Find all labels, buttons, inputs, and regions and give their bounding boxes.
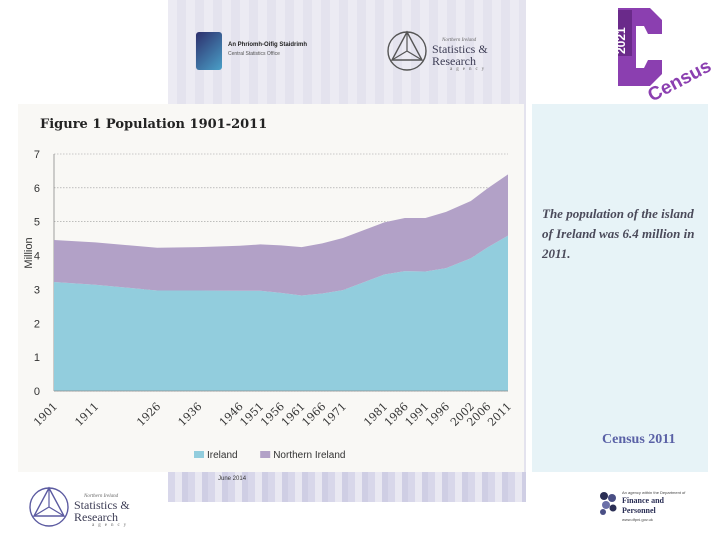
census-2021-logo-icon: 2021 Census bbox=[614, 8, 712, 106]
chart-title: Figure 1 Population 1901-2011 bbox=[40, 117, 267, 132]
y-tick-label: 3 bbox=[34, 284, 40, 296]
y-tick-label: 5 bbox=[34, 217, 40, 229]
y-axis-label: Million bbox=[23, 237, 35, 268]
nisra-bottom-line3: agency bbox=[92, 523, 131, 528]
nisra-bottom-line1: Statistics & bbox=[74, 498, 130, 512]
nisra-bottom-line2: Research bbox=[74, 510, 118, 524]
dfp-logo: An agency within the Department of Finan… bbox=[596, 488, 706, 528]
y-axis-ticks: 0 1 2 3 4 5 6 7 bbox=[34, 149, 40, 398]
y-tick-label: 6 bbox=[34, 183, 40, 195]
nisra-line2: Research bbox=[432, 54, 476, 68]
y-tick-label: 7 bbox=[34, 149, 40, 161]
nisra-logo-bottom: Northern Ireland Statistics & Research a… bbox=[26, 484, 146, 534]
legend-label: Ireland bbox=[207, 450, 238, 461]
y-tick-label: 4 bbox=[34, 251, 40, 263]
nisra-emblem-icon-bottom bbox=[29, 486, 69, 527]
dfp-line3: www.dfpni.gov.uk bbox=[622, 517, 653, 522]
dfp-line0: An agency within the Department of bbox=[622, 490, 686, 495]
nisra-line0: Northern Ireland bbox=[442, 38, 477, 43]
dfp-line1: Finance and bbox=[622, 496, 665, 505]
x-tick-label: 1901 bbox=[31, 400, 60, 429]
x-tick-label: 1911 bbox=[72, 400, 101, 429]
area-series-ireland bbox=[54, 235, 508, 391]
x-tick-label: 1996 bbox=[423, 400, 452, 429]
area-series-northern-ireland bbox=[54, 174, 508, 296]
chart-legend: Ireland Northern Ireland bbox=[194, 450, 345, 461]
x-tick-label: 2011 bbox=[485, 400, 514, 429]
dfp-line2: Personnel bbox=[622, 506, 656, 515]
background-strip bbox=[168, 472, 526, 502]
population-area-chart: Figure 1 Population 1901-2011 0 1 2 3 4 5 6 7 1… bbox=[23, 117, 514, 461]
nisra-logo-top: Northern Ireland Statistics & Research a… bbox=[384, 28, 504, 78]
nisra-emblem-icon bbox=[387, 30, 427, 71]
x-tick-label: 1926 bbox=[134, 400, 163, 429]
nisra-bottom-line0: Northern Ireland bbox=[84, 494, 119, 499]
census-year: 2021 bbox=[614, 27, 628, 54]
x-axis-ticks: 1901 1911 1926 1936 194619511956196119661971… bbox=[31, 400, 514, 429]
x-tick-label: 1936 bbox=[176, 400, 205, 429]
cso-logo-line2: Central Statistics Office bbox=[228, 51, 280, 57]
legend-swatch bbox=[260, 451, 271, 458]
legend-swatch bbox=[194, 451, 204, 458]
y-tick-label: 1 bbox=[34, 352, 40, 364]
side-panel-text: The population of the island of Ireland … bbox=[542, 206, 695, 261]
legend-label: Northern Ireland bbox=[273, 450, 345, 461]
dfp-emblem-icon bbox=[600, 492, 617, 515]
side-panel-footer: Census 2011 bbox=[602, 432, 676, 447]
y-tick-label: 0 bbox=[34, 386, 40, 398]
publication-date: June 2014 bbox=[218, 476, 247, 482]
cso-logo-line1: An Phríomh-Oifig Staidrimh bbox=[228, 42, 307, 48]
header: An Phríomh-Oifig Staidrimh Central Stati… bbox=[0, 0, 720, 106]
chart-panel: Figure 1 Population 1901-2011 0 1 2 3 4 5 6 7 1… bbox=[18, 104, 524, 472]
x-tick-label: 1971 bbox=[320, 400, 349, 429]
cso-badge-icon bbox=[196, 32, 222, 70]
cso-logo: An Phríomh-Oifig Staidrimh Central Stati… bbox=[196, 30, 346, 74]
side-panel: The population of the island of Ireland … bbox=[532, 104, 708, 472]
y-tick-label: 2 bbox=[34, 318, 40, 330]
nisra-line1: Statistics & bbox=[432, 42, 488, 56]
nisra-line3: agency bbox=[450, 67, 489, 72]
chart-areas bbox=[54, 174, 508, 392]
